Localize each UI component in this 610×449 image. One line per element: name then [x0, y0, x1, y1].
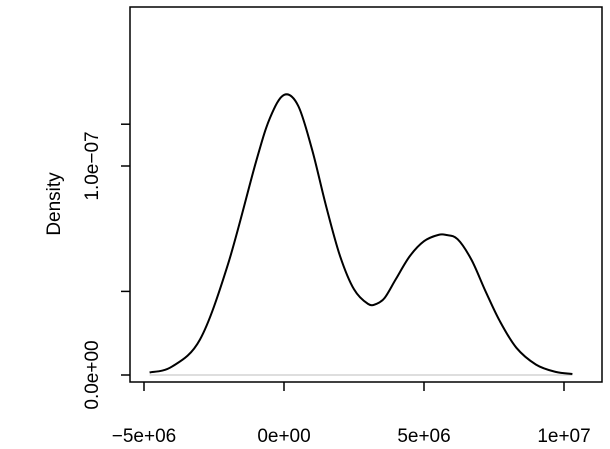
plot-frame: [129, 6, 603, 383]
x-tick-label: 0e+00: [257, 426, 310, 447]
y-axis: 0.0e+00 1.0e−07: [82, 123, 130, 410]
y-tick-label: 1.0e−07: [82, 131, 103, 200]
x-tick-label: 1e+07: [537, 426, 590, 447]
density-curve: [149, 93, 573, 375]
x-axis: −5e+06 0e+00 5e+06 1e+07: [112, 382, 591, 447]
y-axis-label: Density: [44, 172, 65, 236]
y-tick-label: 0.0e+00: [82, 340, 103, 409]
x-tick-label: 5e+06: [397, 426, 450, 447]
x-tick-label: −5e+06: [112, 426, 176, 447]
